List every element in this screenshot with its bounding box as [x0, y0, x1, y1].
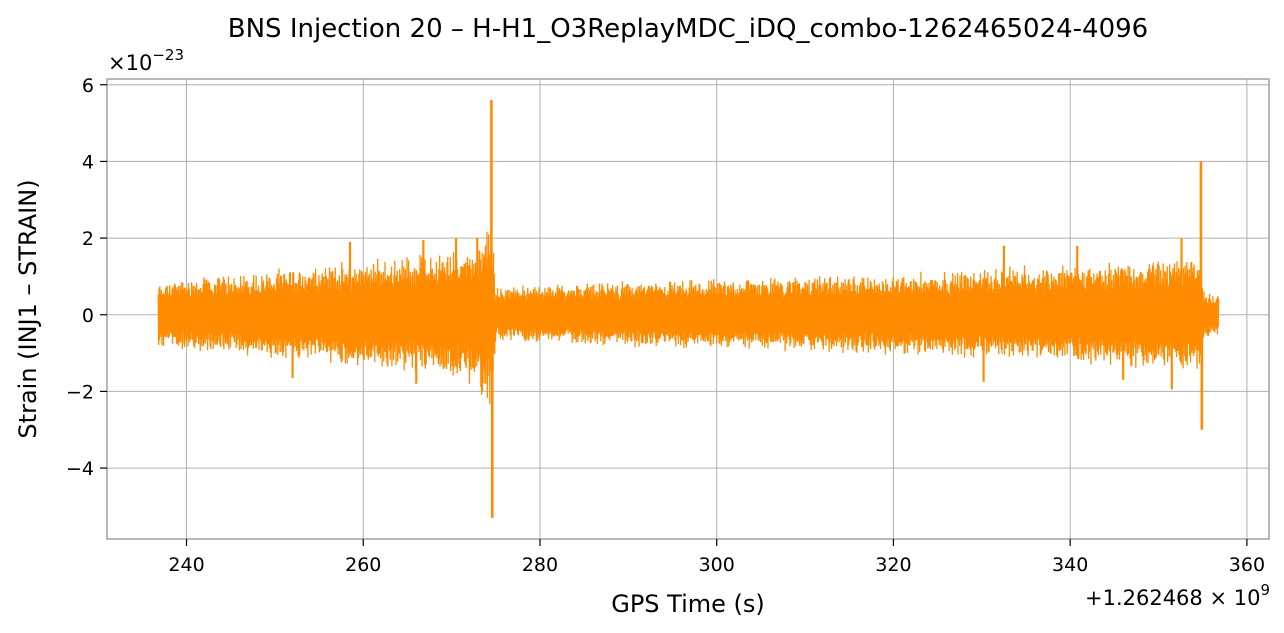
chart-title: BNS Injection 20 – H-H1_O3ReplayMDC_iDQ_…	[228, 14, 1148, 44]
x-tick-label: 340	[1052, 554, 1088, 576]
x-tick-label: 240	[168, 554, 204, 576]
strain-trace	[157, 231, 1220, 405]
y-axis-label: Strain (INJ1 – STRAIN)	[14, 179, 42, 438]
x-axis-ticks: 240 260 280 300 320 340 360	[168, 539, 1265, 576]
x-tick-label: 260	[345, 554, 381, 576]
x-tick-label: 320	[875, 554, 911, 576]
x-tick-label: 300	[699, 554, 735, 576]
x-tick-label: 360	[1229, 554, 1265, 576]
x-axis-label: GPS Time (s)	[611, 590, 765, 618]
y-tick-label: 2	[82, 228, 94, 250]
x-tick-label: 280	[522, 554, 558, 576]
y-axis-ticks: −4 −2 0 2 4 6	[66, 75, 107, 480]
y-scale-label: ×10−23	[108, 46, 184, 75]
series-strain	[157, 100, 1220, 518]
x-offset-label: +1.262468 × 109	[1085, 581, 1270, 610]
y-tick-label: 0	[82, 305, 94, 327]
y-tick-label: −4	[66, 458, 94, 480]
y-tick-label: −2	[66, 381, 94, 403]
y-tick-label: 4	[82, 151, 94, 173]
y-tick-label: 6	[82, 75, 94, 97]
plot-frame	[106, 78, 1270, 540]
